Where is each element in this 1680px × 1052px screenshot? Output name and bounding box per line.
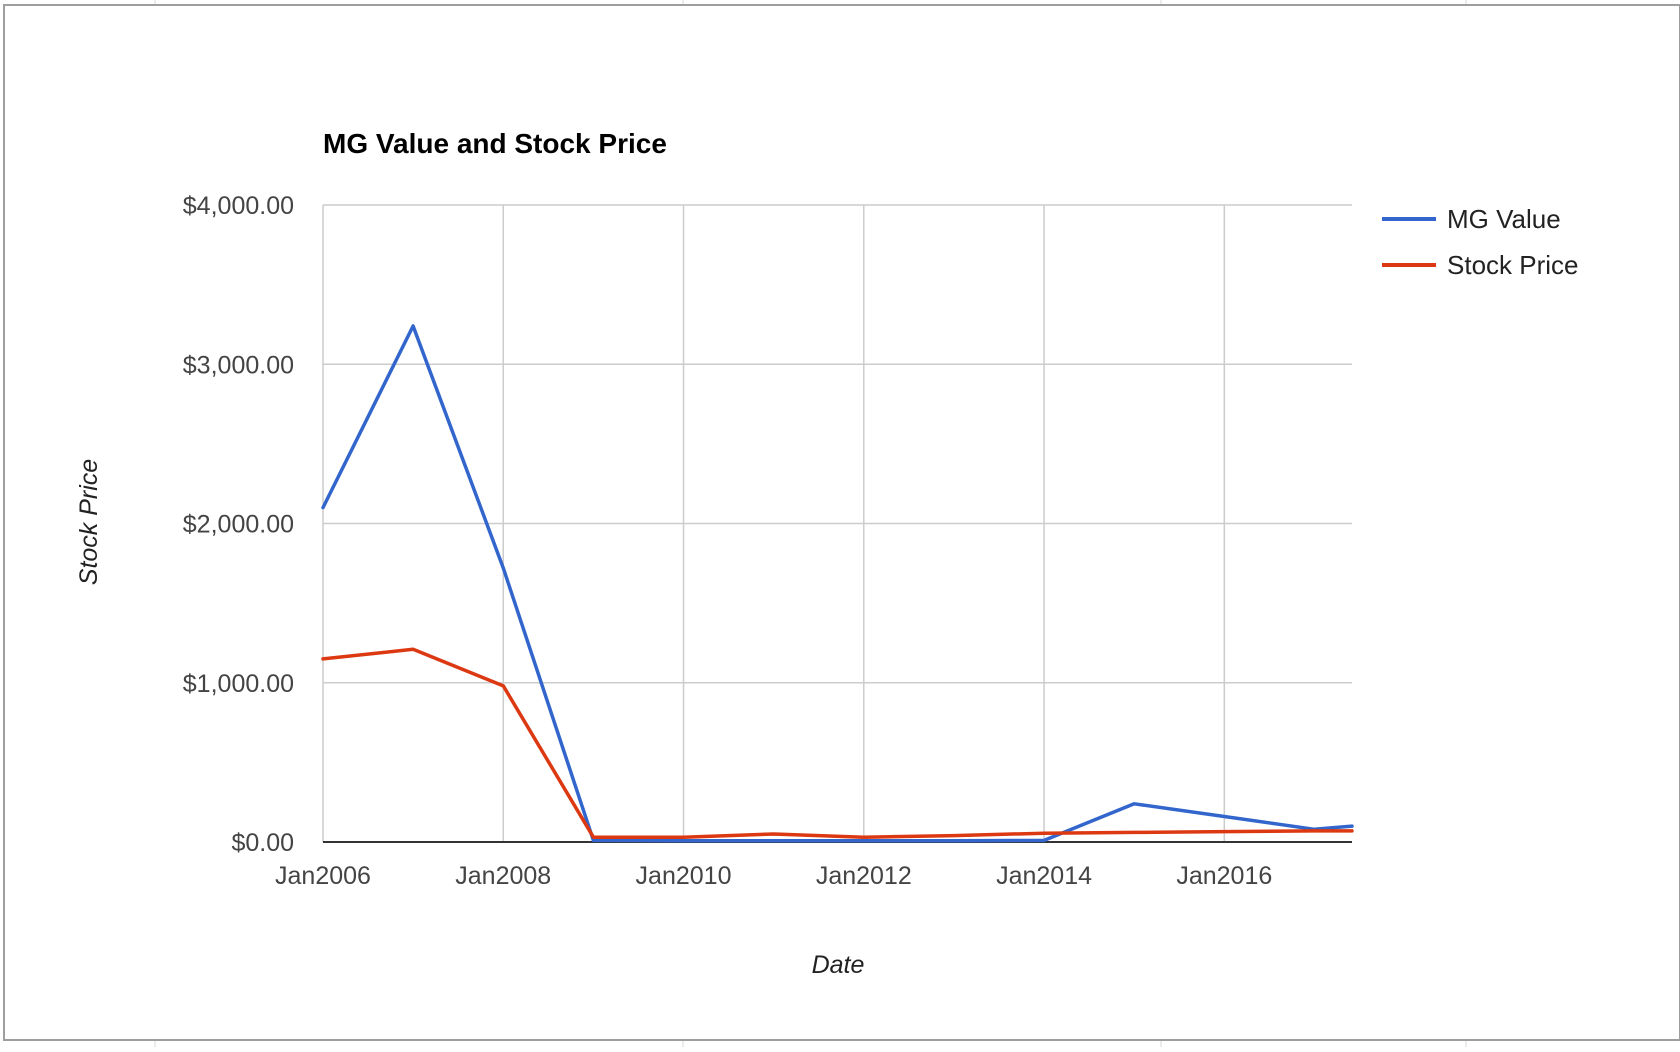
y-tick-label: $1,000.00 (183, 670, 294, 698)
series-line-stock-price (321, 647, 1354, 839)
y-axis-ticks: $0.00 $1,000.00 $2,000.00 $3,000.00 $4,000.0… (183, 192, 294, 857)
x-tick-label: Jan2016 (1176, 862, 1272, 890)
x-tick-label: Jan2006 (275, 862, 371, 890)
spreadsheet-background (154, 0, 1467, 1047)
x-axis-ticks: Jan2006 Jan2008 Jan2010 Jan2012 Jan2014 Jan20… (275, 862, 1272, 890)
series-lines (321, 324, 1354, 843)
y-axis-label: Stock Price (75, 459, 103, 585)
y-tick-label: $0.00 (231, 829, 294, 857)
legend-label-stock-price: Stock Price (1447, 250, 1579, 280)
x-tick-label: Jan2008 (455, 862, 551, 890)
x-tick-label: Jan2014 (996, 862, 1092, 890)
x-tick-label: Jan2010 (636, 862, 732, 890)
y-tick-label: $4,000.00 (183, 192, 294, 220)
legend-label-mg-value: MG Value (1447, 204, 1561, 234)
chart-title: MG Value and Stock Price (323, 128, 667, 159)
y-tick-label: $3,000.00 (183, 351, 294, 379)
chart-frame (3, 4, 1680, 1041)
y-tick-label: $2,000.00 (183, 511, 294, 539)
x-tick-label: Jan2012 (816, 862, 912, 890)
legend: MG Value Stock Price (1382, 204, 1579, 280)
x-axis-label: Date (812, 951, 865, 979)
series-line-mg-value (321, 324, 1354, 843)
